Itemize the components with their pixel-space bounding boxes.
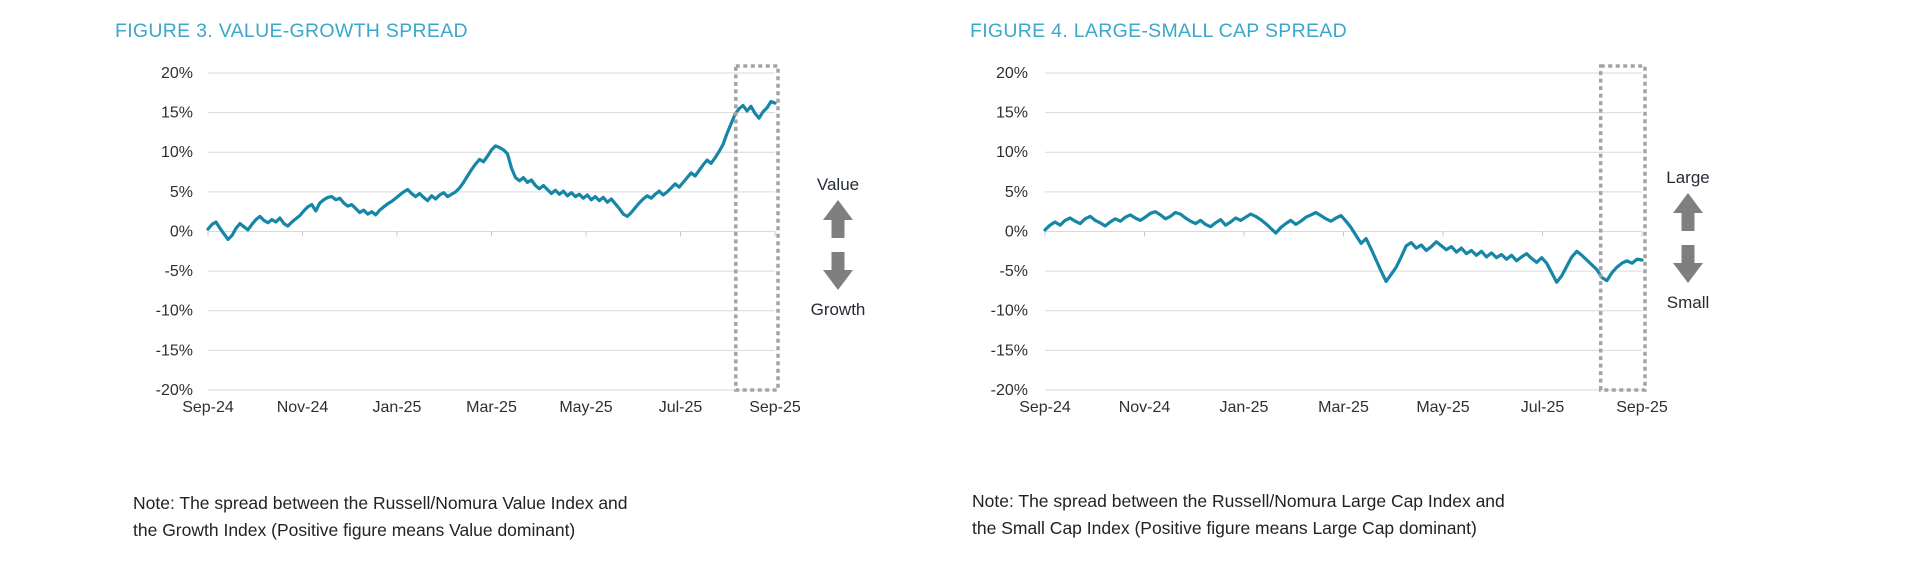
recent-period-highlight-box	[1598, 64, 1647, 392]
y-tick-label: -20%	[156, 382, 193, 399]
y-tick-label: -5%	[165, 263, 193, 280]
y-axis-labels: 20% 15% 10% 5% 0% -5% -10% -15% -20%	[991, 65, 1028, 399]
x-axis-labels: Sep-24 Nov-24 Jan-25 Mar-25 May-25 Jul-2…	[1019, 399, 1668, 416]
y-tick-label: 15%	[161, 105, 193, 122]
y-tick-label: 0%	[170, 224, 193, 241]
y-tick-label: 20%	[161, 65, 193, 82]
note-line: the Small Cap Index (Positive figure mea…	[972, 518, 1477, 538]
figure3-note: Note: The spread between the Russell/Nom…	[133, 490, 628, 544]
x-tick-label: Sep-24	[1019, 399, 1071, 416]
series-line	[206, 99, 777, 241]
figure3-title: FIGURE 3. VALUE-GROWTH SPREAD	[115, 20, 468, 42]
up-arrow-icon	[1673, 193, 1703, 231]
x-tick-label: Sep-25	[1616, 399, 1668, 416]
y-tick-label: 20%	[996, 65, 1028, 82]
down-arrow-icon	[1673, 245, 1703, 283]
up-arrow-icon	[823, 200, 853, 238]
y-tick-label: -20%	[991, 382, 1028, 399]
y-tick-label: 0%	[1005, 224, 1028, 241]
y-tick-label: -15%	[991, 342, 1028, 359]
x-tick-label: Jul-25	[659, 399, 703, 416]
x-tick-label: May-25	[1416, 399, 1469, 416]
value-direction-label: Value	[817, 175, 859, 194]
series-line	[1043, 210, 1644, 284]
x-tick-label: Nov-24	[1119, 399, 1171, 416]
plot-layer	[206, 64, 780, 392]
y-tick-label: 5%	[1005, 184, 1028, 201]
note-line: Note: The spread between the Russell/Nom…	[133, 493, 628, 513]
x-tick-label: Nov-24	[277, 399, 329, 416]
direction-annotation: Large Small	[1666, 168, 1709, 312]
note-line: the Growth Index (Positive figure means …	[133, 520, 576, 540]
figure4-note: Note: The spread between the Russell/Nom…	[972, 488, 1505, 542]
figure4-chart: 20% 15% 10% 5% 0% -5% -10% -15% -20% Sep…	[991, 64, 1710, 416]
down-arrow-icon	[823, 252, 853, 290]
y-tick-label: 10%	[161, 144, 193, 161]
y-tick-label: 15%	[996, 105, 1028, 122]
x-tick-label: Jan-25	[373, 399, 422, 416]
plot-layer	[1043, 64, 1647, 392]
figure3-chart: 20% 15% 10% 5% 0% -5% -10% -15% -20% Sep…	[156, 64, 866, 416]
x-tick-label: Mar-25	[466, 399, 517, 416]
small-direction-label: Small	[1667, 293, 1710, 312]
recent-period-highlight-box	[734, 64, 780, 392]
growth-direction-label: Growth	[811, 300, 866, 319]
y-tick-label: -5%	[1000, 263, 1028, 280]
large-direction-label: Large	[1666, 168, 1709, 187]
direction-annotation: Value Growth	[811, 175, 866, 319]
y-tick-label: 5%	[170, 184, 193, 201]
x-tick-label: Jul-25	[1521, 399, 1565, 416]
y-tick-label: 10%	[996, 144, 1028, 161]
x-tick-label: Mar-25	[1318, 399, 1369, 416]
note-line: Note: The spread between the Russell/Nom…	[972, 491, 1505, 511]
x-tick-label: Jan-25	[1220, 399, 1269, 416]
figure4-title: FIGURE 4. LARGE-SMALL CAP SPREAD	[970, 20, 1347, 42]
x-tick-label: May-25	[559, 399, 612, 416]
x-tick-label: Sep-24	[182, 399, 234, 416]
y-axis-labels: 20% 15% 10% 5% 0% -5% -10% -15% -20%	[156, 65, 193, 399]
y-tick-label: -15%	[156, 342, 193, 359]
x-axis-labels: Sep-24 Nov-24 Jan-25 Mar-25 May-25 Jul-2…	[182, 399, 801, 416]
y-tick-label: -10%	[156, 303, 193, 320]
x-tick-label: Sep-25	[749, 399, 801, 416]
y-tick-label: -10%	[991, 303, 1028, 320]
